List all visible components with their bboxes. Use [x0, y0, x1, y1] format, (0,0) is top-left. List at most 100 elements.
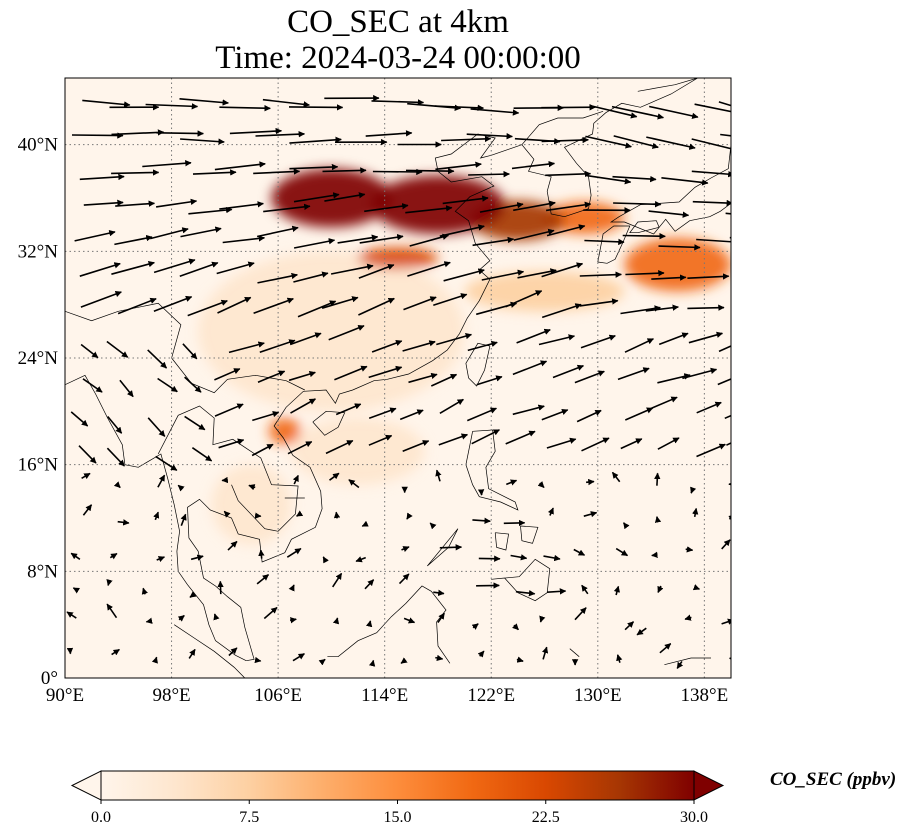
wind-arrow — [289, 332, 322, 346]
wind-arrow — [398, 573, 410, 585]
wind-arrow — [111, 648, 120, 656]
wind-arrow — [348, 479, 360, 489]
wind-arrow — [289, 136, 342, 144]
wind-arrow — [620, 305, 661, 315]
wind-arrow — [573, 548, 586, 556]
wind-arrow — [403, 617, 416, 624]
colorbar-label: CO_SEC (ppbv) — [770, 769, 897, 790]
longitude-tick-label: 106°E — [254, 685, 302, 706]
wind-arrow — [355, 556, 366, 563]
colorbar-tick-label: 15.0 — [384, 809, 412, 826]
wind-arrow — [429, 522, 437, 530]
wind-arrow — [216, 261, 255, 275]
coastlines — [65, 78, 731, 678]
co-plume-3 — [464, 271, 625, 312]
wind-arrow — [109, 552, 118, 560]
wind-arrow — [613, 135, 659, 149]
wind-arrow — [79, 262, 121, 277]
wind-arrow — [66, 611, 77, 619]
wind-arrow — [691, 138, 731, 152]
wind-arrow — [435, 654, 444, 662]
wind-arrow — [80, 291, 122, 308]
wind-arrow — [293, 271, 329, 283]
wind-arrow — [471, 623, 479, 630]
wind-arrow — [442, 195, 489, 205]
wind-arrow — [248, 484, 256, 491]
wind-arrow — [589, 104, 638, 119]
wind-arrow — [467, 340, 498, 352]
wind-arrow — [358, 297, 395, 316]
wind-arrow — [481, 269, 525, 281]
wind-arrow — [625, 270, 665, 277]
colorbar-min-extend — [70, 770, 102, 801]
wind-arrow — [255, 130, 306, 138]
wind-arrow — [227, 540, 238, 551]
wind-arrow — [579, 271, 622, 278]
longitude-tick-label: 98°E — [152, 685, 190, 706]
wind-arrow — [661, 177, 709, 186]
wind-arrow — [721, 539, 731, 550]
wind-arrow — [182, 343, 198, 360]
coastline-segment-14 — [174, 624, 246, 678]
wind-arrow — [406, 512, 413, 520]
wind-arrow — [692, 507, 699, 518]
wind-arrow — [372, 168, 423, 176]
wind-arrow — [622, 232, 666, 240]
wind-arrow — [580, 334, 616, 349]
wind-arrow — [184, 376, 202, 393]
wind-arrow — [251, 443, 274, 457]
map-title-line1: CO_SEC at 4km — [287, 4, 509, 40]
wind-arrow — [82, 99, 131, 108]
wind-arrow — [145, 617, 153, 624]
wind-arrow — [371, 99, 425, 106]
map-title-line2: Time: 2024-03-24 00:00:00 — [215, 40, 581, 76]
wind-arrow — [648, 210, 690, 218]
colorbar-tick-label: 0.0 — [91, 809, 111, 826]
wind-arrow — [297, 300, 337, 318]
wind-arrow — [476, 375, 503, 386]
wind-arrow — [177, 484, 185, 492]
wind-arrow — [365, 130, 413, 137]
wind-arrow — [400, 657, 408, 664]
co-concentration-field — [198, 168, 731, 545]
wind-arrow — [510, 554, 528, 561]
wind-arrow — [545, 201, 592, 212]
wind-arrow — [141, 587, 148, 595]
wind-arrow — [696, 401, 722, 414]
wind-arrow — [156, 556, 165, 563]
wind-arrow — [721, 618, 731, 625]
wind-arrow — [438, 433, 469, 446]
wind-arrow — [552, 364, 584, 379]
wind-arrow — [289, 163, 339, 171]
wind-arrow — [180, 513, 187, 526]
wind-arrow — [364, 579, 375, 590]
wind-arrow — [511, 160, 556, 170]
wind-arrow — [293, 238, 336, 249]
wind-arrow — [433, 293, 468, 306]
wind-arrow — [732, 278, 768, 282]
coastline-segment-5 — [629, 220, 660, 234]
wind-arrow — [684, 614, 692, 621]
wind-arrow — [430, 373, 458, 387]
wind-arrow — [576, 409, 602, 423]
wind-arrow — [70, 552, 81, 560]
wind-arrow — [328, 324, 365, 341]
wind-arrow — [718, 101, 731, 107]
wind-arrow — [622, 522, 630, 530]
wind-arrow — [111, 169, 160, 176]
co-plume-7 — [358, 247, 438, 269]
wind-arrow — [613, 201, 662, 208]
wind-arrow — [192, 169, 237, 176]
wind-arrow — [334, 365, 368, 381]
longitude-tick-label: 90°E — [46, 685, 84, 706]
coastline-segment-0 — [65, 374, 247, 662]
co-plume-0 — [211, 464, 292, 545]
wind-arrow — [257, 272, 298, 284]
wind-arrow — [223, 510, 231, 518]
wind-arrow — [229, 127, 283, 135]
wind-arrow — [547, 507, 554, 516]
wind-arrow — [506, 479, 518, 486]
wind-arrow — [322, 556, 329, 564]
coastline-segment-13 — [327, 585, 451, 664]
